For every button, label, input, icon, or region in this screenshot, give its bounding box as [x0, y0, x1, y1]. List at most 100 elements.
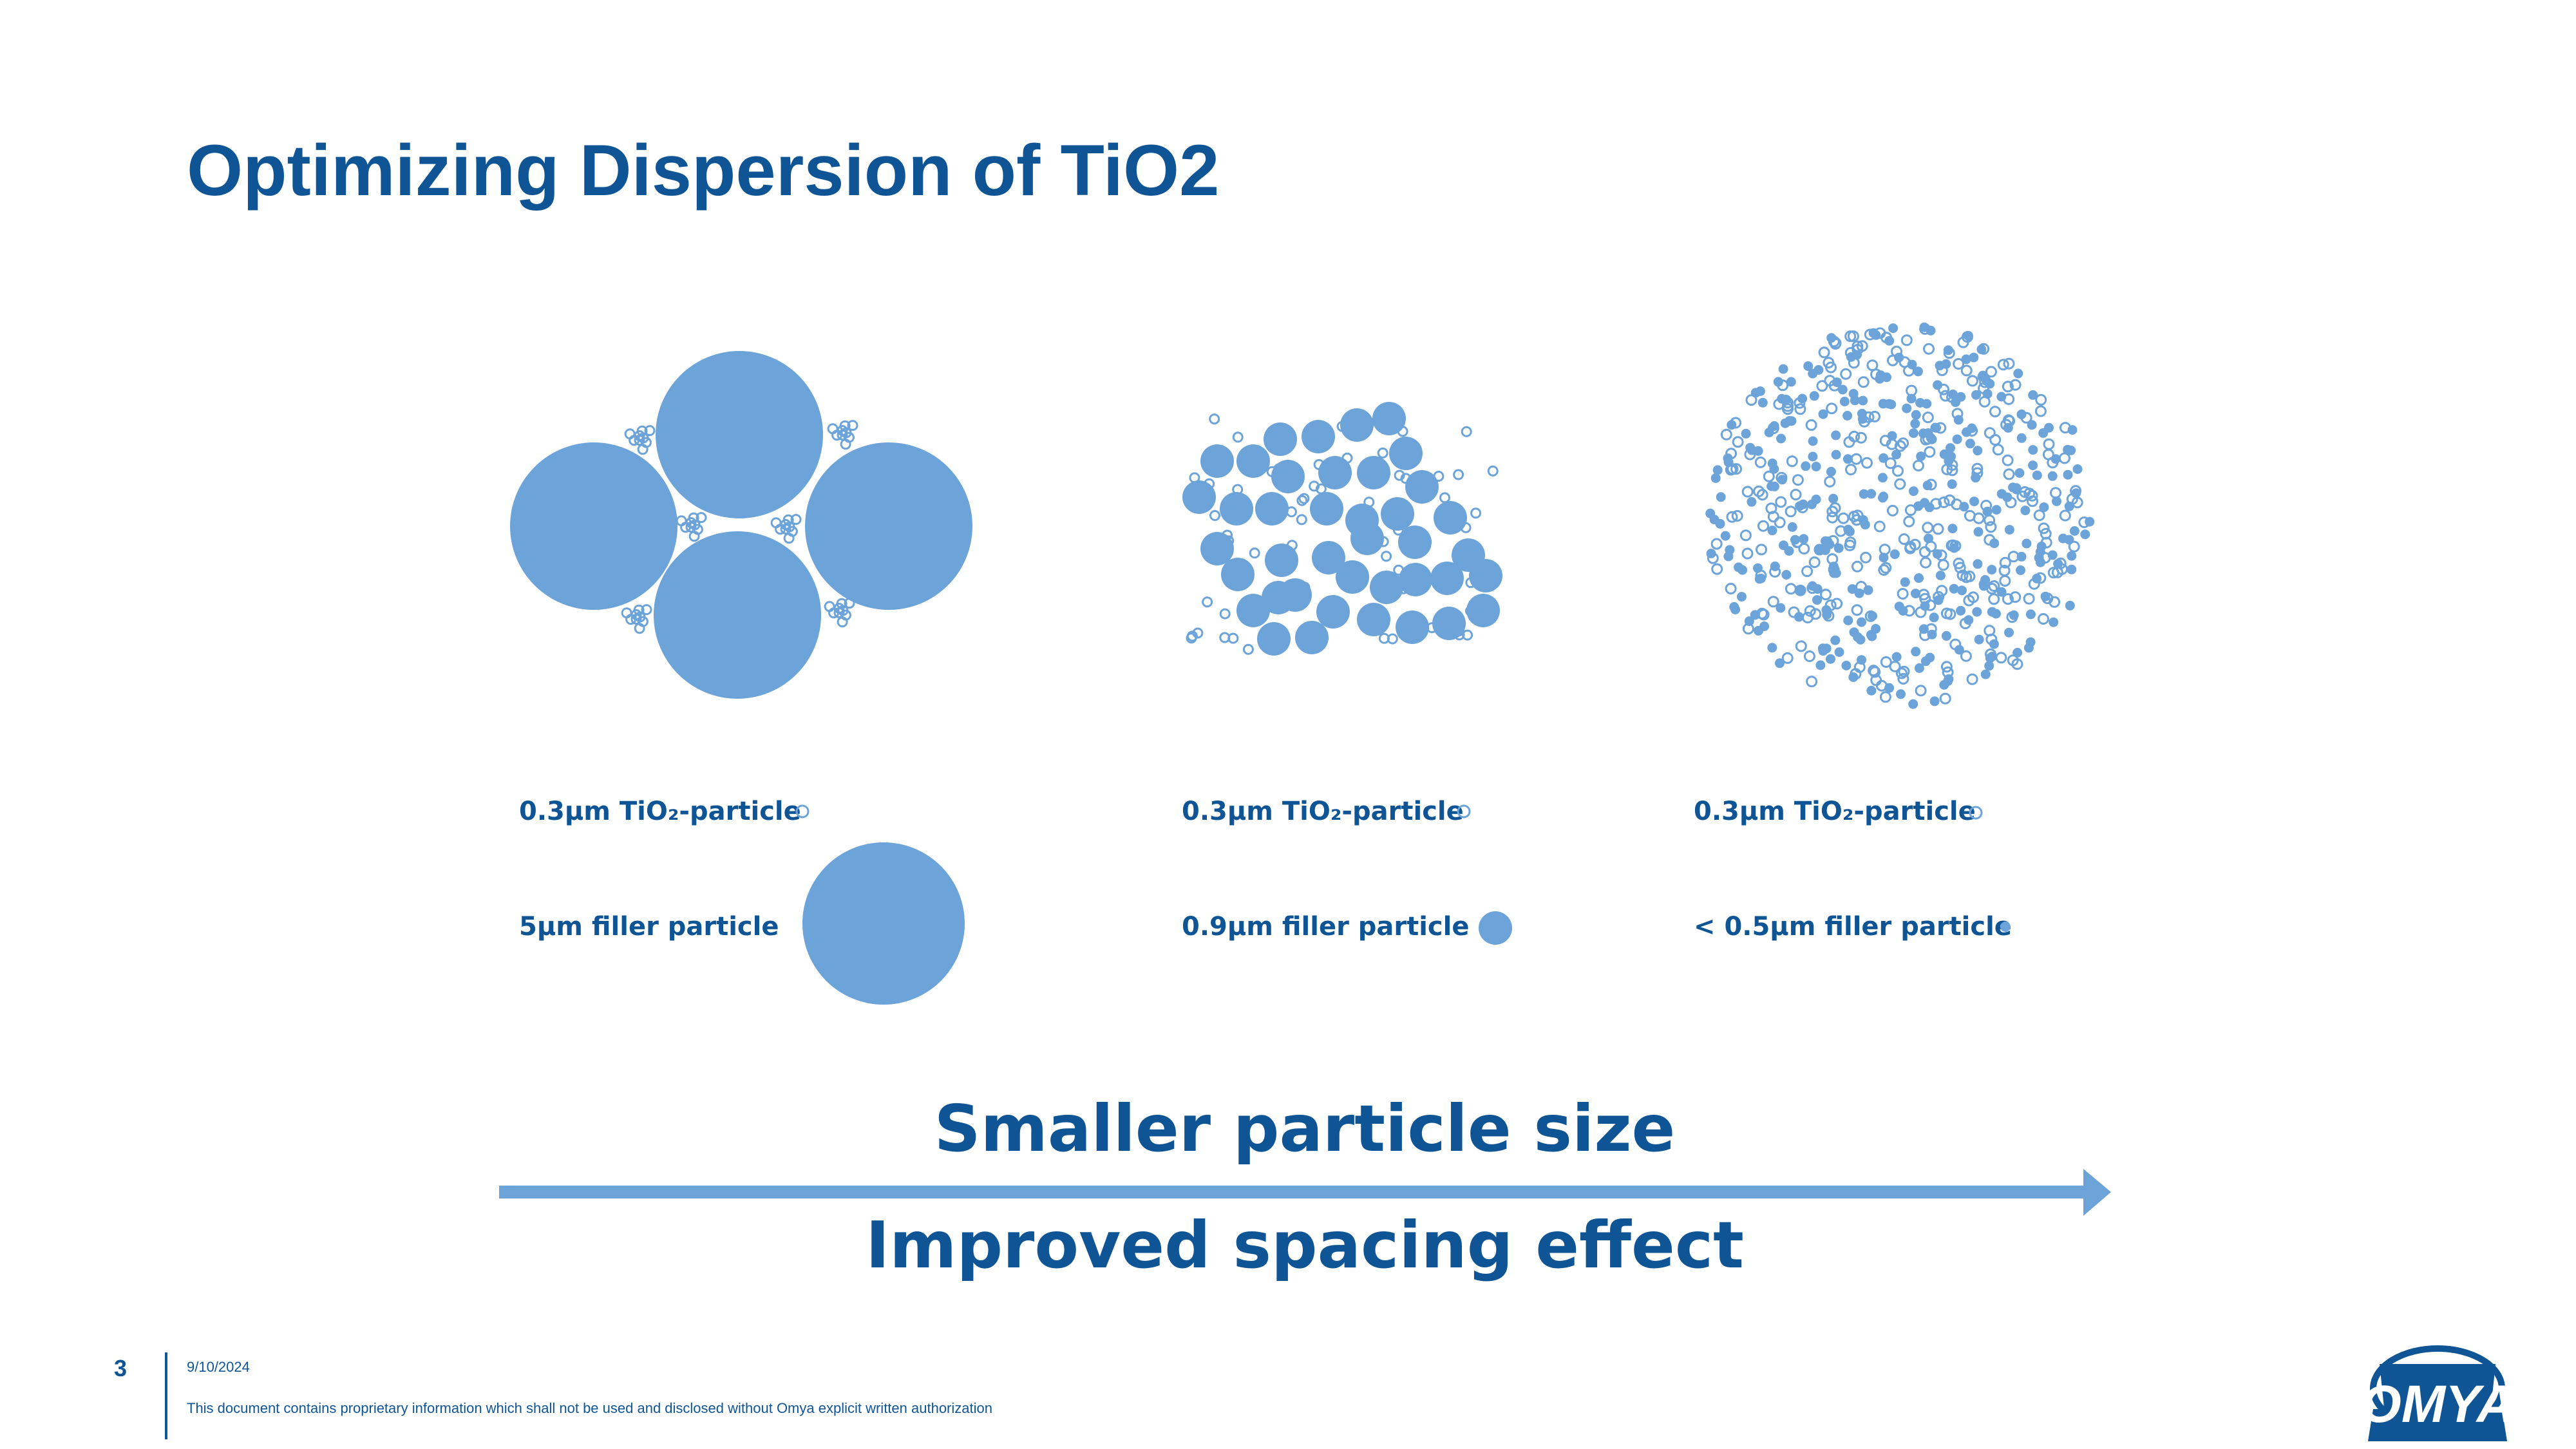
fine-filler-particle — [1973, 559, 1983, 569]
fine-filler-particle — [2034, 405, 2047, 417]
tio2-particle — [1944, 456, 1954, 466]
tio2-particle — [2064, 501, 2074, 511]
tio2-particle — [1818, 346, 1830, 359]
fine-filler-particle — [1845, 464, 1857, 476]
fine-filler-particle — [1727, 420, 1737, 430]
tio2-particle — [1861, 457, 1873, 469]
tio2-particle — [790, 514, 802, 526]
panel-fine-filler — [1705, 322, 2095, 709]
medium-filler-particle — [1295, 621, 1329, 654]
fine-filler-particle — [1973, 527, 1984, 537]
fine-filler-particle — [2072, 464, 2083, 474]
fine-filler-particle — [1991, 609, 2001, 619]
medium-filler-particle — [1312, 541, 1345, 574]
fine-filler-particle — [1857, 376, 1870, 388]
fine-filler-particle — [1879, 553, 1889, 563]
fine-filler-particle — [1926, 325, 1936, 336]
tio2-particle — [837, 616, 848, 628]
tio2-particle — [1730, 463, 1743, 475]
fine-filler-particle — [1941, 359, 1951, 369]
tio2-particle — [1781, 395, 1792, 404]
fine-filler-particle — [2038, 522, 2050, 535]
fine-filler-particle — [1904, 504, 1917, 516]
tio2-particle — [1869, 666, 1881, 678]
fine-filler-particle — [1908, 699, 1918, 709]
fine-filler-particle — [1785, 583, 1797, 595]
tio2-particle — [2006, 611, 2018, 623]
medium-filler-particle — [1350, 522, 1384, 555]
fine-filler-particle — [1799, 534, 1809, 544]
fine-filler-particle — [2016, 551, 2027, 562]
tio2-particle — [1202, 596, 1213, 608]
tio2-particle — [1249, 547, 1260, 559]
fine-filler-particle — [1951, 408, 1964, 420]
panel-1-filler-label: 5μm filler particle — [519, 912, 779, 942]
fine-filler-particle — [2028, 460, 2038, 471]
medium-filler-particle — [1370, 571, 1403, 604]
tio2-particle — [1711, 563, 1723, 575]
panel-1-tio2-label: 0.3μm TiO₂-particle — [519, 797, 801, 826]
tio2-particle — [1874, 327, 1886, 339]
fine-filler-particle — [1886, 399, 1897, 410]
tio2-particle — [1461, 426, 1472, 437]
fine-filler-particle — [1792, 474, 1804, 486]
fine-filler-particle — [1932, 523, 1944, 535]
fine-filler-particle — [2052, 496, 2061, 506]
fine-filler-particle — [1925, 478, 1937, 491]
fine-filler-particle — [2022, 538, 2032, 549]
tio2-particle — [1964, 571, 1976, 582]
tio2-particle — [1866, 359, 1879, 372]
tio2-particle — [1841, 661, 1852, 670]
fine-filler-particle — [1776, 433, 1786, 444]
tio2-particle — [2058, 533, 2068, 544]
tio2-particle — [1805, 419, 1817, 431]
tio2-particle — [1336, 421, 1348, 432]
medium-filler-particle — [1316, 595, 1350, 629]
tio2-particle — [1219, 632, 1231, 643]
tio2-particle — [1879, 491, 1889, 502]
tio2-particle — [637, 444, 649, 455]
fine-filler-particle — [1812, 595, 1822, 605]
tio2-legend-icon — [1457, 804, 1471, 819]
tio2-particle — [1952, 434, 1962, 444]
fine-filler-particle — [1988, 580, 2000, 592]
fine-filler-particle — [1911, 589, 1920, 599]
page-number: 3 — [114, 1355, 128, 1381]
tio2-particle — [2040, 527, 2052, 540]
tio2-particle — [1855, 634, 1866, 645]
fine-filler-particle — [1848, 672, 1859, 682]
tio2-particle — [1725, 448, 1738, 460]
tio2-particle — [1806, 676, 1818, 688]
slide-title: Optimizing Dispersion of TiO2 — [187, 130, 1220, 211]
tio2-particle — [1951, 498, 1963, 511]
tio2-particle — [1831, 598, 1843, 610]
tio2-particle — [1807, 581, 1817, 591]
fine-filler-particle — [1741, 428, 1751, 439]
fine-filler-particle — [1801, 461, 1811, 471]
tio2-particle — [2003, 357, 2015, 370]
medium-filler-particle — [1220, 492, 1253, 526]
fine-filler-particle — [1834, 647, 1844, 658]
tio2-particle — [1776, 471, 1788, 484]
medium-filler-particle — [1466, 594, 1500, 627]
fine-filler-particle — [2043, 438, 2055, 450]
fine-filler-particle — [1963, 330, 1973, 341]
tio2-particle — [2025, 609, 2036, 620]
fine-filler-particle — [1826, 466, 1836, 477]
fine-filler-particle — [2009, 379, 2022, 391]
fine-filler-particle — [2002, 492, 2012, 502]
arrow-top-text: Smaller particle size — [934, 1091, 1676, 1166]
tio2-particle — [2016, 565, 2025, 575]
large-filler-particle — [805, 442, 972, 610]
medium-filler-particle — [1405, 470, 1439, 504]
tio2-particle — [1867, 631, 1877, 641]
tio2-particle — [1731, 510, 1743, 522]
fine-filler-particle — [1848, 357, 1860, 369]
tio2-particle — [1378, 536, 1389, 547]
tio2-particle — [1767, 596, 1779, 608]
tio2-particle — [2058, 452, 2070, 464]
footer-disclaimer: This document contains proprietary infor… — [187, 1400, 992, 1416]
tio2-particle — [1470, 507, 1482, 519]
tio2-particle — [1705, 508, 1716, 518]
tio2-particle — [1357, 574, 1368, 586]
